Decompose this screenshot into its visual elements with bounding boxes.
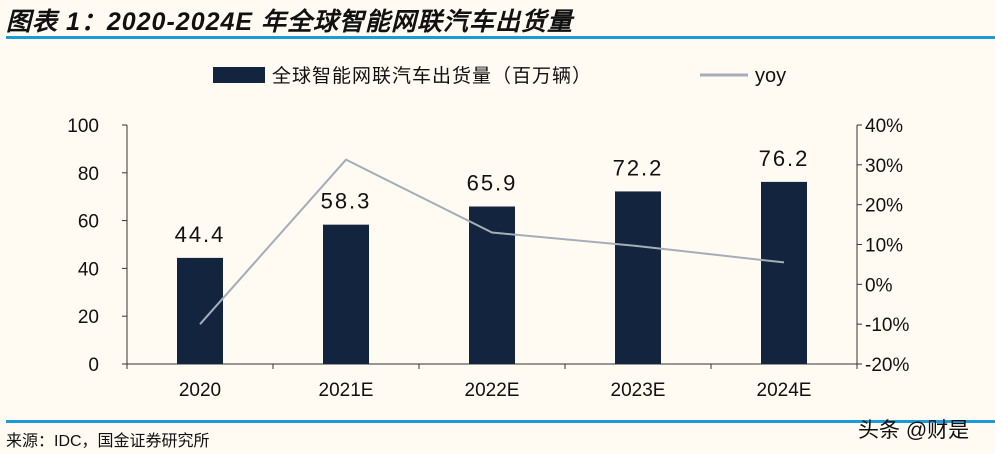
bar-data-label: 58.3	[321, 189, 372, 214]
top-rule	[6, 36, 995, 39]
y2-tick-label: -20%	[865, 355, 909, 376]
bar	[761, 181, 807, 364]
y-tick-label: 0	[88, 355, 99, 376]
y2-tick-label: -10%	[865, 315, 909, 336]
y-tick-label: 20	[78, 307, 99, 328]
y-tick-label: 40	[78, 259, 99, 280]
y2-tick-label: 20%	[865, 196, 903, 217]
y-tick-label: 60	[78, 212, 99, 233]
x-tick-label: 2023E	[611, 380, 666, 401]
figure-title: 图表 1：2020-2024E 年全球智能网联汽车出货量	[6, 8, 574, 36]
x-tick-label: 2024E	[757, 380, 812, 401]
y2-tick-label: 40%	[865, 116, 903, 137]
legend-swatch-bar	[213, 67, 265, 83]
bar-data-label: 65.9	[467, 170, 518, 195]
bar	[323, 224, 369, 364]
y2-tick-label: 0%	[865, 275, 893, 296]
bar	[615, 191, 661, 364]
source-note: 来源：IDC，国金证券研究所	[6, 433, 210, 450]
legend-label-bar: 全球智能网联汽车出货量（百万辆）	[272, 65, 592, 87]
bar-data-label: 72.2	[613, 155, 664, 180]
x-tick-label: 2020	[179, 380, 221, 401]
y-tick-label: 100	[67, 116, 99, 137]
x-tick-label: 2022E	[465, 380, 520, 401]
x-tick-label: 2021E	[319, 380, 374, 401]
bar-data-label: 44.4	[175, 222, 226, 247]
y-tick-label: 80	[78, 164, 99, 185]
legend-label-line: yoy	[755, 65, 786, 87]
y2-tick-label: 30%	[865, 156, 903, 177]
bar-data-label: 76.2	[759, 146, 810, 171]
bar	[177, 257, 223, 364]
watermark: 头条 @财是	[858, 419, 970, 442]
bottom-rule	[6, 420, 995, 423]
bar	[469, 206, 515, 364]
y2-tick-label: 10%	[865, 236, 903, 257]
